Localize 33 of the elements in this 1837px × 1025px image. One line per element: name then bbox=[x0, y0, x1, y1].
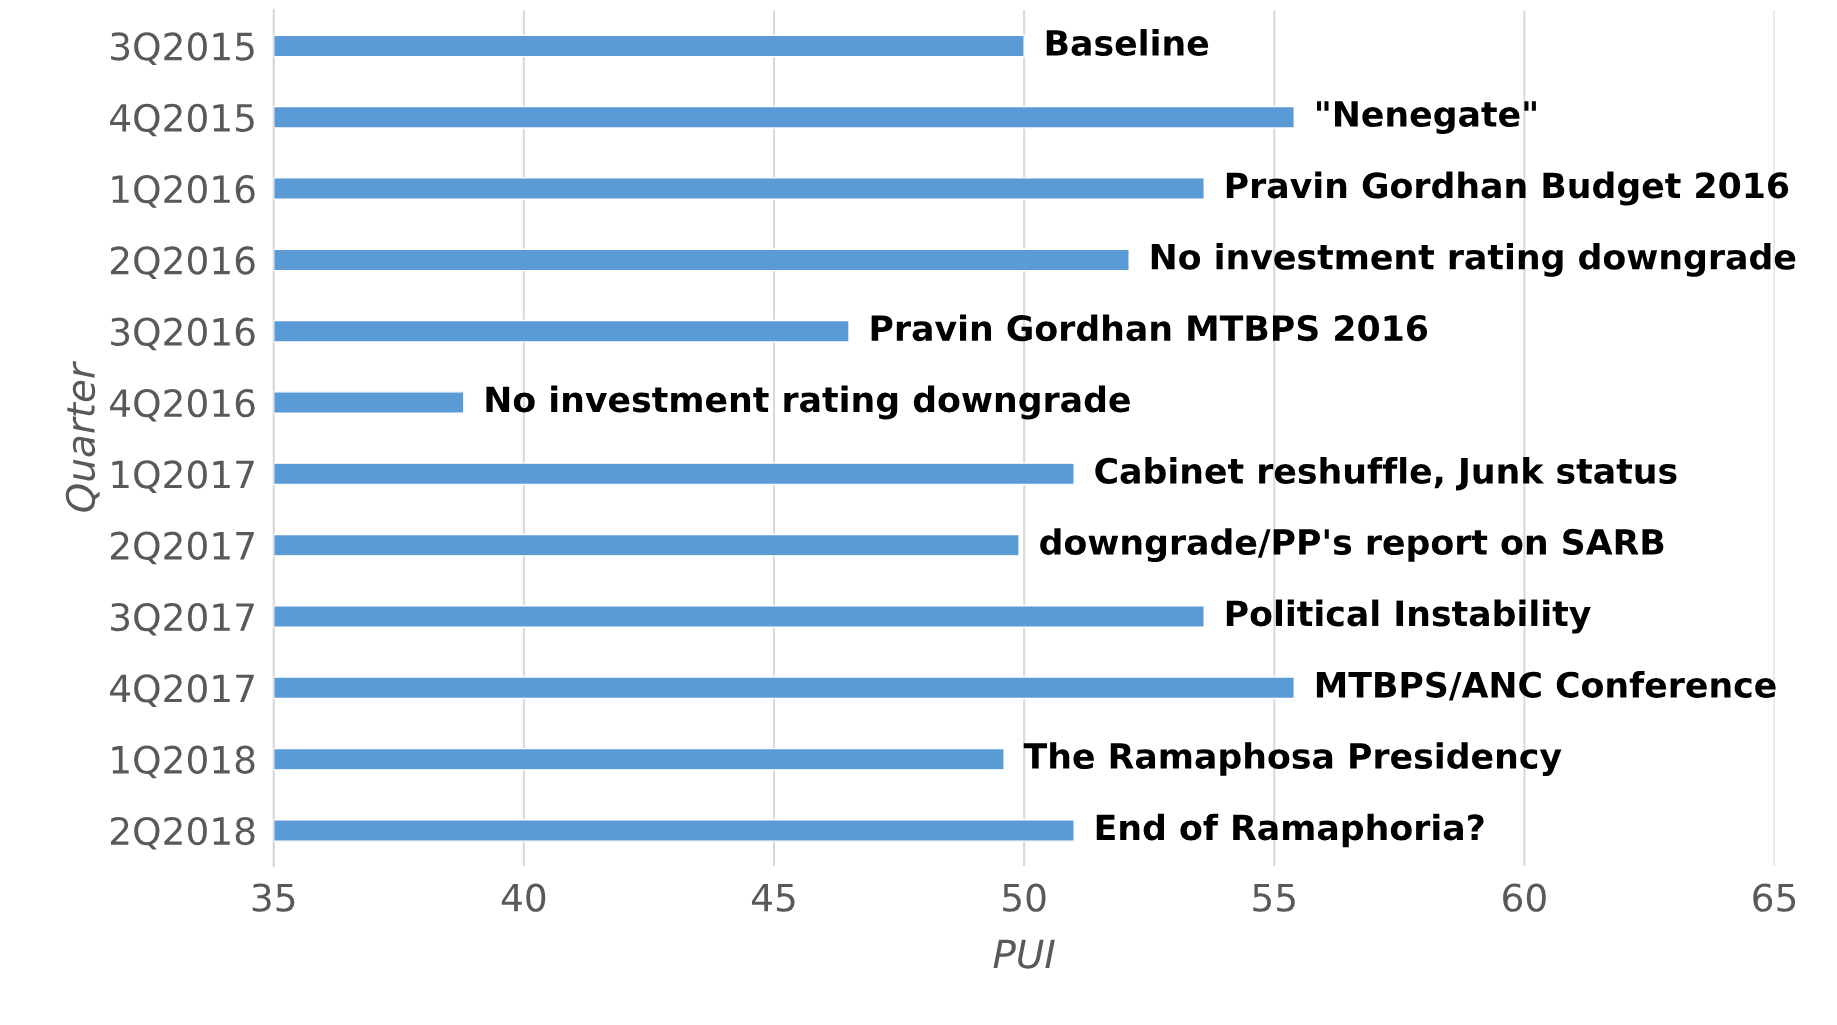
x-tick-label: 55 bbox=[1253, 883, 1295, 912]
annotation: Pravin Gordhan MTBPS 2016 bbox=[871, 314, 1428, 342]
y-tick-label: 1Q2016 bbox=[112, 174, 255, 208]
annotation: MTBPS/ANC Conference bbox=[1316, 671, 1776, 701]
x-axis-title: PUI bbox=[993, 939, 1055, 969]
y-tick-label: 1Q2018 bbox=[112, 745, 255, 779]
annotation: No investment rating downgrade bbox=[486, 385, 1130, 420]
y-tick-label: 3Q2015 bbox=[111, 32, 254, 65]
annotation: The Ramaphosa Presidency bbox=[1023, 742, 1562, 777]
y-axis-title: Quarter bbox=[65, 361, 100, 512]
y-tick-label: 2Q2016 bbox=[110, 246, 255, 279]
annotation: downgrade/PP's report on SARB bbox=[1040, 528, 1664, 563]
y-tick-label: 2Q2017 bbox=[110, 531, 254, 565]
annotation: No investment rating downgrade bbox=[1151, 242, 1796, 277]
y-tick-label: 3Q2017 bbox=[111, 602, 254, 636]
x-tick-label: 45 bbox=[751, 883, 795, 912]
y-tick-label: 4Q2015 bbox=[110, 103, 254, 137]
y-tick-label: 2Q2018 bbox=[110, 816, 255, 850]
x-tick-label: 60 bbox=[1503, 883, 1546, 912]
annotation: Political Instability bbox=[1226, 599, 1591, 634]
annotation: "Nenegate" bbox=[1317, 101, 1536, 135]
x-tick-label: 35 bbox=[252, 883, 295, 912]
annotation: Pravin Gordhan Budget 2016 bbox=[1226, 171, 1789, 206]
annotation: Cabinet reshuffle, Junk status bbox=[1095, 457, 1677, 491]
y-tick-label: 4Q2016 bbox=[110, 388, 255, 422]
y-tick-label: 4Q2017 bbox=[110, 674, 254, 707]
y-tick-label: 3Q2016 bbox=[111, 317, 255, 351]
annotation: End of Ramaphoria? bbox=[1096, 813, 1484, 848]
x-tick-label: 40 bbox=[501, 883, 546, 912]
x-tick-label: 50 bbox=[1003, 883, 1046, 912]
x-tick-label: 65 bbox=[1753, 883, 1796, 912]
annotation: Baseline bbox=[1046, 29, 1209, 56]
y-tick-label: 1Q2017 bbox=[112, 460, 254, 493]
